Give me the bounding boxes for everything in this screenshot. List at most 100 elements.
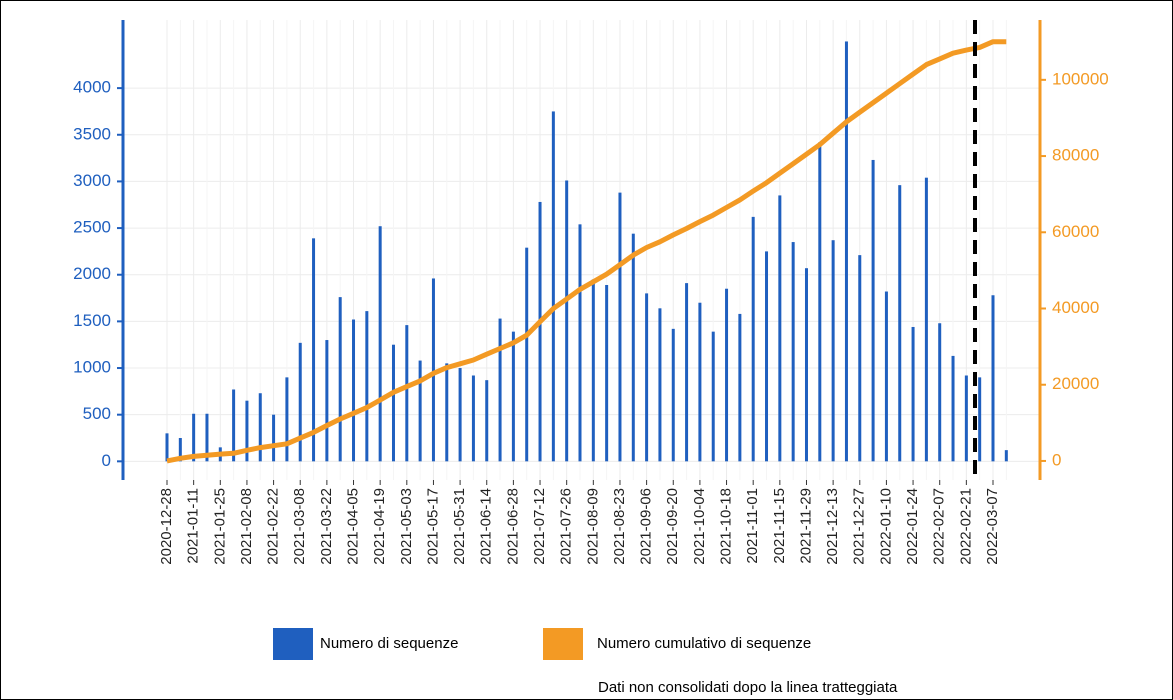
y2-tick-label: 80000	[1052, 146, 1099, 165]
bar	[738, 313, 742, 462]
bar	[778, 195, 782, 462]
x-tick-label: 2021-07-12	[531, 488, 548, 565]
bar	[711, 331, 715, 462]
x-tick-label: 2021-09-06	[638, 488, 655, 565]
y2-tick-label: 40000	[1052, 298, 1099, 317]
bar	[911, 326, 915, 462]
bar	[884, 291, 888, 462]
y-tick-label: 3500	[73, 124, 111, 143]
bar	[938, 323, 942, 462]
bar	[405, 325, 409, 462]
legend-label: Numero di sequenze	[320, 635, 458, 652]
y-tick-label: 3000	[73, 171, 111, 190]
x-tick-label: 2022-01-10	[877, 488, 894, 565]
bar	[618, 192, 622, 462]
line	[166, 39, 1007, 464]
x-tick-label: 2021-01-25	[211, 488, 228, 565]
bar	[258, 393, 262, 462]
bar	[924, 177, 928, 462]
bar	[818, 142, 822, 462]
bar	[991, 295, 995, 462]
x-tick-label: 2021-12-13	[824, 488, 841, 565]
bar	[431, 278, 435, 462]
bar	[671, 328, 675, 462]
x-tick-label: 2022-02-21	[957, 488, 974, 565]
bar	[631, 233, 635, 462]
legend-swatch	[273, 628, 313, 660]
x-tick-label: 2021-03-22	[318, 488, 335, 565]
y-tick-label: 0	[102, 451, 111, 470]
bar	[365, 311, 369, 462]
x-tick-label: 2021-08-23	[611, 488, 628, 565]
legend-label: Numero cumulativo di sequenze	[597, 635, 811, 652]
x-tick-label: 2021-07-26	[558, 488, 575, 565]
bar	[964, 375, 968, 462]
bar	[325, 340, 329, 462]
bar	[1004, 450, 1008, 462]
x-tick-label: 2021-02-22	[265, 488, 282, 565]
legend-swatch	[543, 628, 583, 660]
marks	[165, 39, 1008, 464]
x-tick-label: 2020-12-28	[158, 488, 175, 565]
bar	[538, 201, 542, 462]
bar	[165, 433, 169, 462]
bar	[525, 247, 529, 462]
y-tick-label: 1000	[73, 358, 111, 377]
bar	[312, 238, 316, 462]
x-tick-label: 2022-03-07	[984, 488, 1001, 565]
x-tick-label: 2021-11-01	[744, 488, 761, 564]
y2-tick-label: 60000	[1052, 222, 1099, 241]
x-tick-label: 2021-10-04	[691, 488, 708, 565]
x-tick-label: 2021-05-03	[398, 488, 415, 565]
bar	[645, 293, 649, 462]
bar	[298, 342, 302, 462]
bar	[844, 41, 848, 462]
bar	[698, 302, 702, 462]
x-tick-label: 2021-01-11	[185, 488, 202, 564]
x-tick-label: 2022-02-07	[931, 488, 948, 565]
x-tick-label: 2021-11-29	[797, 488, 814, 564]
x-tick-label: 2022-01-24	[904, 488, 921, 565]
x-tick-label: 2021-02-08	[238, 488, 255, 565]
bar	[485, 380, 489, 462]
bar	[232, 389, 236, 462]
bar	[458, 368, 462, 462]
bar	[511, 331, 515, 462]
y2-tick-label: 0	[1052, 450, 1061, 469]
bar	[658, 308, 662, 462]
bar	[765, 251, 769, 462]
x-tick-label: 2021-05-31	[451, 488, 468, 565]
bar	[951, 355, 955, 462]
bar	[192, 413, 196, 462]
bar	[978, 377, 982, 462]
y-tick-label: 4000	[73, 78, 111, 97]
bar	[445, 363, 449, 462]
x-tick-label: 2021-05-17	[424, 488, 441, 565]
bar	[804, 268, 808, 462]
x-tick-label: 2021-09-20	[664, 488, 681, 565]
bar	[551, 111, 555, 462]
x-tick-label: 2021-06-14	[478, 488, 495, 565]
bar	[898, 185, 902, 462]
bar	[858, 255, 862, 462]
bar	[791, 242, 795, 462]
bar	[205, 413, 209, 462]
bar	[285, 377, 289, 462]
bar	[725, 288, 729, 462]
bar	[338, 297, 342, 462]
bar	[272, 414, 276, 462]
bar	[245, 400, 249, 462]
y-tick-label: 1500	[73, 311, 111, 330]
bar	[378, 226, 382, 462]
y2-tick-label: 20000	[1052, 374, 1099, 393]
x-tick-label: 2021-03-08	[291, 488, 308, 565]
bar	[591, 279, 595, 462]
x-tick-label: 2021-06-28	[504, 488, 521, 565]
note: Dati non consolidati dopo la linea tratt…	[598, 679, 898, 696]
bar	[685, 283, 689, 462]
y2-tick-label: 100000	[1052, 69, 1109, 88]
bar	[471, 375, 475, 462]
ticks: 0500100015002000250030003500400002000040…	[73, 69, 1109, 564]
